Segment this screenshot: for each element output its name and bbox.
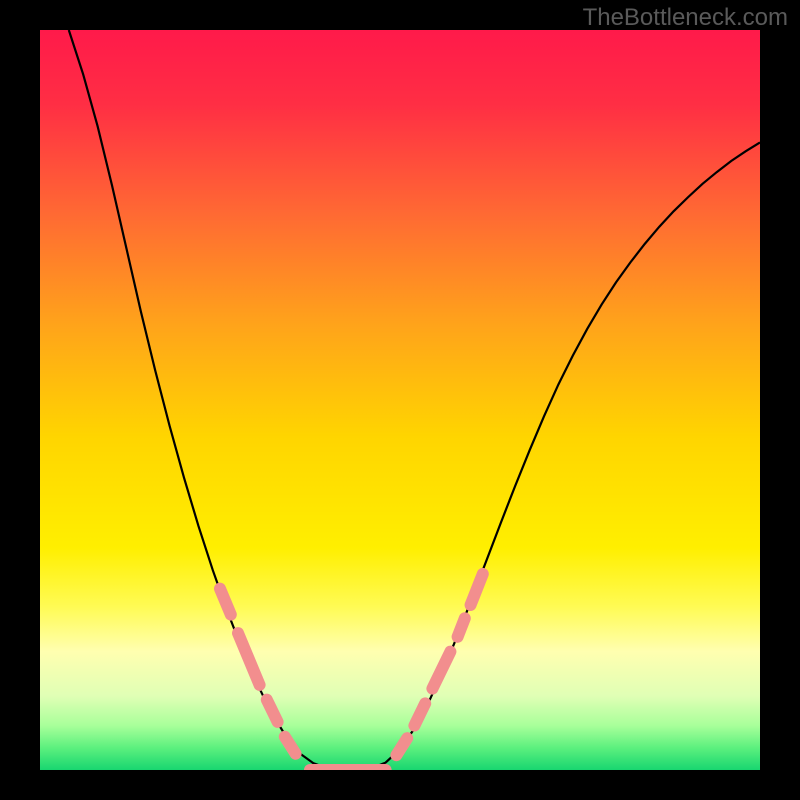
bottleneck-curve-right — [371, 142, 760, 768]
overlay-segment — [432, 652, 450, 689]
chart-curves-layer — [40, 30, 760, 770]
bottleneck-curve-left — [69, 30, 328, 769]
watermark-text: TheBottleneck.com — [583, 4, 788, 32]
overlay-segment — [414, 703, 425, 725]
overlay-segment — [285, 737, 296, 754]
overlay-segment — [238, 633, 260, 685]
overlay-segment — [471, 574, 483, 605]
overlay-segment — [220, 589, 231, 615]
chart-plot-area — [40, 30, 760, 770]
overlay-segment — [458, 618, 465, 637]
overlay-segments-left — [220, 589, 296, 754]
overlay-segments-right — [396, 574, 482, 755]
overlay-segment — [396, 738, 407, 755]
overlay-segment — [267, 700, 278, 722]
